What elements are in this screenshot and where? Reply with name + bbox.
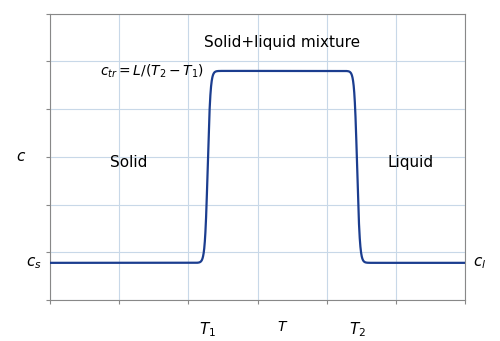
Text: c: c [17,149,25,164]
Text: Solid: Solid [110,155,148,170]
Text: $T_2$: $T_2$ [348,320,366,339]
Text: $T$: $T$ [276,320,288,334]
Text: $c_s$: $c_s$ [26,255,42,271]
Text: Liquid: Liquid [388,155,434,170]
Text: $T_1$: $T_1$ [199,320,216,339]
Text: $c_l$: $c_l$ [474,255,486,271]
Text: $c_{tr}=L/(T_2-T_1)$: $c_{tr}=L/(T_2-T_1)$ [100,62,204,80]
Text: Solid+liquid mixture: Solid+liquid mixture [204,35,360,50]
